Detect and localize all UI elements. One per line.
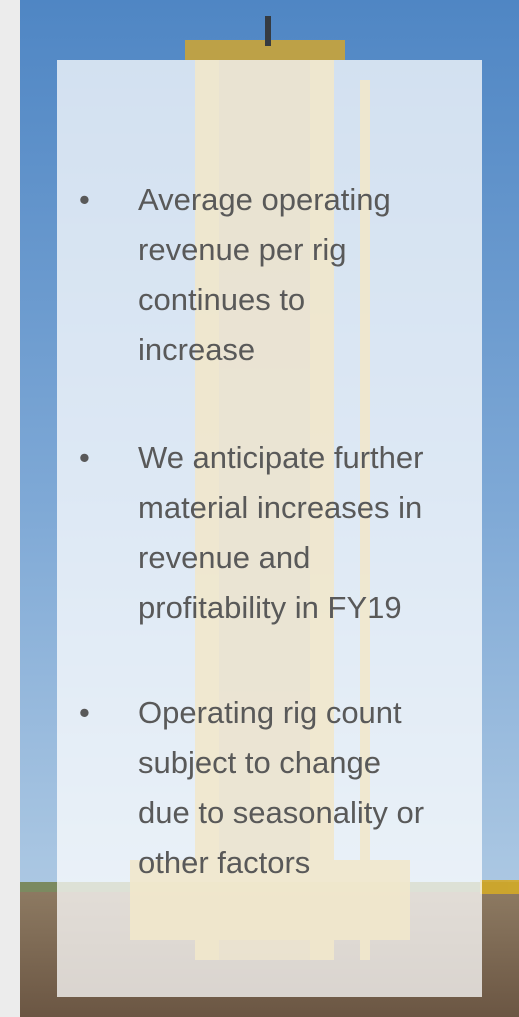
bullet-text: We anticipate further material increases … (138, 433, 423, 633)
text-line: other factors (138, 845, 311, 880)
text-line: material increases in (138, 490, 423, 525)
text-panel: • Average operating revenue per rig continu… (57, 60, 482, 997)
text-line: increase (138, 332, 256, 367)
text-line: profitability in FY19 (138, 590, 402, 625)
text-line: revenue per rig (138, 232, 347, 267)
bullet-marker: • (79, 182, 90, 217)
text-line: We anticipate further (138, 440, 424, 475)
text-line: continues to (138, 282, 306, 317)
bullet-text: Operating rig count subject to change due … (138, 688, 424, 888)
text-line: subject to change (138, 745, 382, 780)
text-line: Average operating (138, 182, 391, 217)
text-line: revenue and (138, 540, 311, 575)
bullet-marker: • (79, 440, 90, 475)
bullet-text: Average operating revenue per rig continue… (138, 175, 391, 375)
text-line: due to seasonality or (138, 795, 425, 830)
bullet-marker: • (79, 695, 90, 730)
text-line: Operating rig count (138, 695, 402, 730)
